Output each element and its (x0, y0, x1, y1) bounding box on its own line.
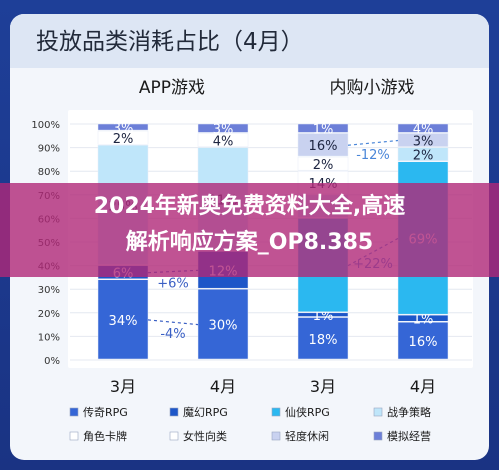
legend-label: 轻度休闲 (285, 429, 329, 443)
bar-segment (397, 133, 449, 147)
x-tick-label: 3月 (310, 377, 336, 396)
change-connector (147, 319, 199, 326)
segment-label: 3% (113, 122, 134, 137)
bar-segment (297, 123, 349, 133)
overlay-line-2: 解析响应方案_OP8.385 (125, 230, 374, 255)
segment-label: 2% (313, 158, 334, 173)
legend-swatch (271, 431, 281, 441)
promo-overlay-text: 2024年新奥免费资料大全,高速 解析响应方案_OP8.385 (0, 189, 499, 261)
segment-label: 16% (309, 139, 338, 154)
legend-swatch (373, 431, 383, 441)
segment-label: 16% (409, 335, 438, 350)
bar-segment (97, 123, 149, 131)
segment-label: 1% (413, 313, 434, 328)
legend-label: 传奇RPG (83, 406, 128, 419)
bar-segment (297, 317, 349, 360)
y-tick-label: 0% (44, 356, 60, 367)
bar-segment (97, 279, 149, 360)
bar-segment (97, 130, 149, 145)
legend-label: 角色卡牌 (83, 429, 127, 443)
legend-label: 仙侠RPG (285, 406, 330, 419)
y-tick-label: 20% (38, 309, 60, 320)
bar-segment (197, 133, 249, 147)
legend-swatch (169, 407, 179, 417)
y-tick-label: 90% (38, 144, 60, 155)
segment-label: 1% (313, 309, 334, 324)
x-tick-label: 3月 (110, 377, 136, 396)
legend-swatch (169, 431, 179, 441)
segment-label: 3% (213, 123, 234, 138)
y-tick-label: 80% (38, 167, 60, 178)
x-tick-label: 4月 (410, 377, 436, 396)
promo-overlay-band (0, 183, 499, 277)
chart-title: 投放品类消耗占比（4月） (36, 29, 304, 55)
segment-label: 4% (413, 123, 434, 138)
legend-label: 魔幻RPG (183, 405, 228, 419)
y-tick-label: 30% (38, 285, 60, 296)
bar-segment (397, 314, 449, 322)
legend-label: 模拟经营 (387, 429, 431, 443)
legend-label: 女性向类 (183, 429, 227, 443)
segment-label: 18% (309, 333, 338, 348)
y-tick-label: 100% (31, 120, 60, 131)
bar-segment (197, 288, 249, 360)
legend-swatch (373, 407, 383, 417)
legend-swatch (69, 431, 79, 441)
segment-label: 4% (213, 135, 234, 150)
legend-swatch (69, 407, 79, 417)
bar-segment (197, 123, 249, 133)
legend-label: 战争策略 (387, 405, 431, 419)
bar-segment (297, 156, 349, 171)
segment-label: 1% (313, 123, 334, 138)
change-label: +6% (157, 277, 189, 292)
x-tick-label: 4月 (210, 377, 236, 396)
bar-segment (397, 123, 449, 133)
bar-segment (397, 147, 449, 162)
segment-label: 3% (413, 135, 434, 150)
group-label: 内购小游戏 (330, 78, 415, 98)
overlay-line-1: 2024年新奥免费资料大全,高速 (93, 194, 406, 219)
segment-label: 30% (209, 319, 238, 334)
change-label: -4% (160, 327, 185, 342)
legend-swatch (271, 407, 281, 417)
bar-segment (297, 312, 349, 317)
segment-label: 2% (113, 132, 134, 147)
segment-label: 2% (413, 149, 434, 164)
segment-label: 34% (109, 314, 138, 329)
title-band (10, 14, 489, 68)
change-connector (347, 139, 399, 146)
y-tick-label: 10% (38, 332, 60, 343)
change-label: -12% (356, 148, 390, 163)
bar-segment (397, 321, 449, 360)
group-label: APP游戏 (139, 78, 205, 98)
